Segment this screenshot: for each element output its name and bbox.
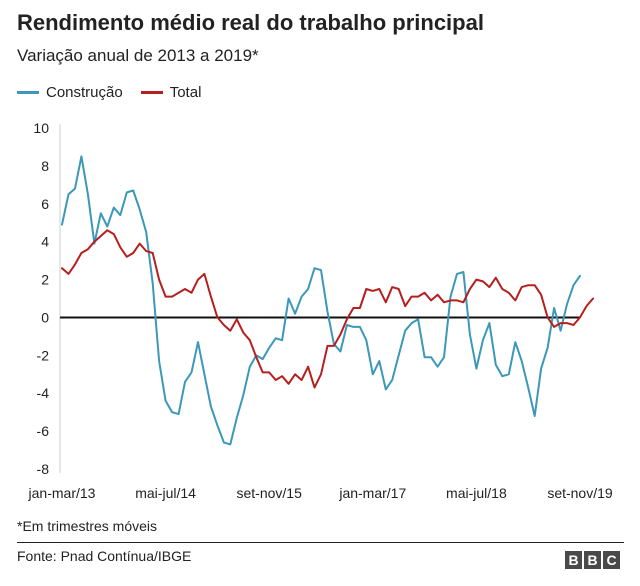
legend-item-construcao: Construção xyxy=(17,84,123,101)
bbc-logo-letter: B xyxy=(565,551,582,569)
legend-swatch-total xyxy=(140,91,163,94)
series-line-construcao xyxy=(61,155,581,446)
x-tick-label: jan-mar/17 xyxy=(338,485,406,501)
bbc-logo-letter: C xyxy=(603,551,620,569)
x-tick-label: jan-mar/13 xyxy=(28,485,96,501)
y-tick-label: 10 xyxy=(33,120,49,136)
y-tick-label: -4 xyxy=(37,385,50,401)
chart-legend: Construção Total xyxy=(17,84,219,101)
x-tick-label: mai-jul/18 xyxy=(446,485,507,501)
y-tick-label: 4 xyxy=(41,234,49,250)
source-note: Fonte: Pnad Contínua/IBGE xyxy=(17,548,192,564)
x-tick-label: mai-jul/14 xyxy=(135,485,196,501)
y-tick-label: 2 xyxy=(41,272,49,288)
bbc-logo-letter: B xyxy=(584,551,601,569)
chart-subtitle: Variação anual de 2013 a 2019* xyxy=(17,46,259,65)
y-tick-label: -8 xyxy=(37,461,50,477)
y-tick-label: 0 xyxy=(41,309,49,325)
legend-swatch-construcao xyxy=(17,91,39,94)
x-tick-label: set-nov/19 xyxy=(547,485,613,501)
legend-label-total: Total xyxy=(169,84,202,101)
x-tick-label: set-nov/15 xyxy=(237,485,303,501)
y-tick-label: 8 xyxy=(41,158,49,174)
y-tick-label: -2 xyxy=(37,347,50,363)
bbc-logo: B B C xyxy=(563,551,620,569)
y-tick-label: -6 xyxy=(37,423,50,439)
chart-title: Rendimento médio real do trabalho princi… xyxy=(17,10,484,35)
y-tick-label: 6 xyxy=(41,196,49,212)
series-line-total xyxy=(61,229,594,389)
footer-divider xyxy=(17,542,624,543)
legend-item-total: Total xyxy=(140,84,202,101)
footnote: *Em trimestres móveis xyxy=(17,518,158,534)
legend-label-construcao: Construção xyxy=(46,84,123,101)
